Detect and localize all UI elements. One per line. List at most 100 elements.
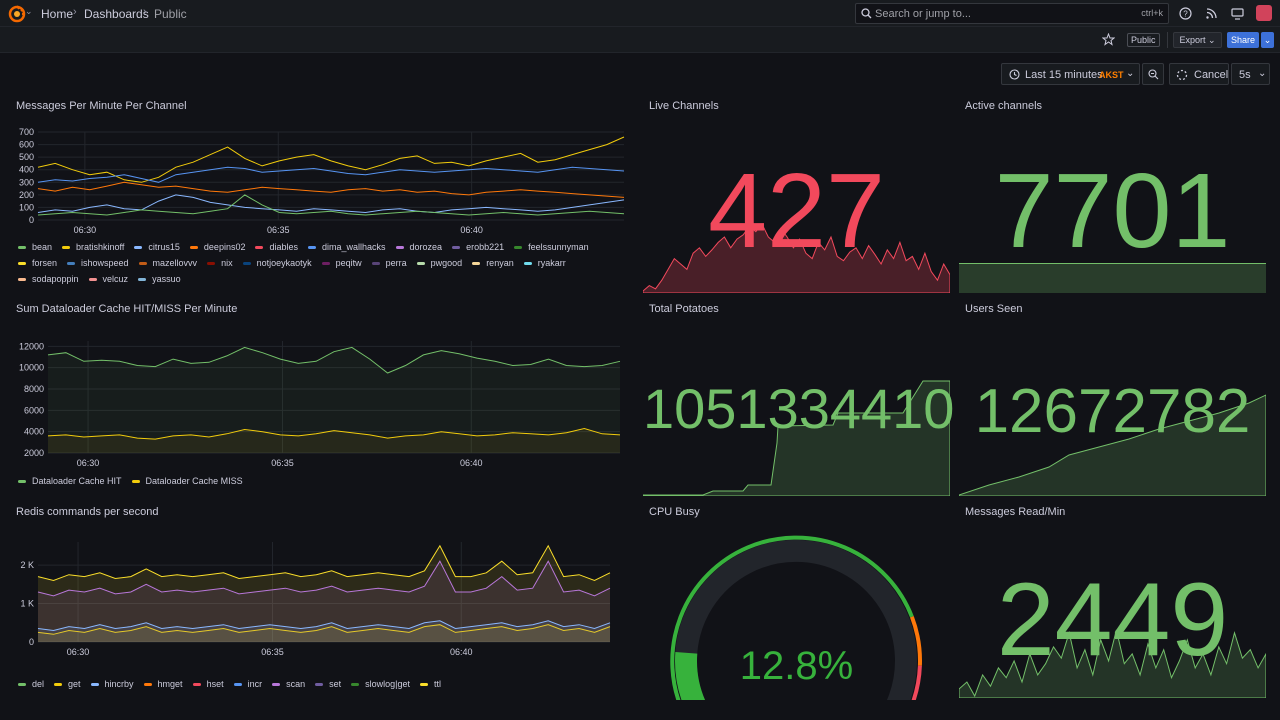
legend-item[interactable]: velcuz — [88, 271, 128, 287]
share-dropdown-button[interactable]: ⌄ — [1261, 32, 1274, 48]
legend-item[interactable]: incr — [233, 676, 263, 692]
legend-item[interactable]: pwgood — [416, 255, 462, 271]
redis-chart[interactable]: 0 1 K 2 K 06:30 06:35 06:40 — [0, 534, 640, 664]
legend-item[interactable]: nix — [207, 255, 233, 271]
sparkline — [959, 263, 1266, 293]
x-tick-label: 06:35 — [261, 647, 284, 657]
x-tick-label: 06:30 — [74, 225, 97, 235]
legend-item[interactable]: diables — [255, 239, 298, 255]
legend-swatch — [54, 683, 63, 687]
legend-label: slowlog|get — [365, 679, 410, 689]
legend-item[interactable]: slowlog|get — [351, 676, 410, 692]
panel-total-potatoes: Total Potatoes 1051334410 — [643, 303, 955, 496]
legend-item[interactable]: hset — [192, 676, 224, 692]
legend-item[interactable]: Dataloader Cache MISS — [131, 473, 243, 489]
legend-item[interactable]: Dataloader Cache HIT — [18, 473, 122, 489]
grafana-logo-icon[interactable] — [8, 5, 26, 23]
legend-item[interactable]: dorozea — [395, 239, 442, 255]
legend-item[interactable]: ryakarr — [523, 255, 566, 271]
star-icon[interactable] — [1102, 33, 1115, 46]
stat-value: 7701 — [994, 152, 1231, 270]
cancel-refresh-button[interactable]: Cancel — [1169, 63, 1229, 85]
legend-item[interactable]: hincrby — [90, 676, 134, 692]
time-range-picker[interactable]: Last 15 minutes AKST ⌄ — [1001, 63, 1140, 85]
legend-item[interactable]: notjoeykaotyk — [242, 255, 312, 271]
search-bar[interactable]: Search or jump to... ctrl+k — [855, 3, 1169, 24]
legend-item[interactable]: forsen — [18, 255, 57, 271]
legend-item[interactable]: feelssunnyman — [514, 239, 589, 255]
series-area — [38, 545, 610, 642]
legend-item[interactable]: ishowspeed — [67, 255, 129, 271]
legend-item[interactable]: dima_wallhacks — [308, 239, 386, 255]
series-line-Dataloader-Cache-HIT[interactable] — [47, 346, 621, 374]
legend-swatch — [189, 246, 198, 250]
legend-item[interactable]: erobb221 — [452, 239, 504, 255]
legend-item[interactable]: ttl — [420, 676, 441, 692]
legend-item[interactable]: hmget — [143, 676, 183, 692]
panel-title: Total Potatoes — [649, 303, 719, 315]
series-line-citrus15[interactable] — [37, 194, 625, 214]
export-button[interactable]: Export ⌄ — [1173, 32, 1222, 48]
chevron-right-icon: › — [73, 6, 77, 18]
panel-title: Redis commands per second — [16, 506, 159, 518]
zoom-out-button[interactable] — [1142, 63, 1164, 85]
legend-label: forsen — [32, 258, 58, 268]
chevron-down-icon: ⌄ — [1207, 35, 1216, 45]
help-icon[interactable]: ? — [1178, 6, 1193, 21]
legend-item[interactable]: set — [315, 676, 341, 692]
breadcrumb-home[interactable]: Home — [41, 7, 74, 21]
y-tick-label: 200 — [19, 190, 34, 200]
legend-label: feelssunnyman — [528, 242, 589, 252]
legend-item[interactable]: peqitw — [321, 255, 362, 271]
rss-icon[interactable] — [1204, 6, 1219, 21]
panel-title: Users Seen — [965, 303, 1023, 315]
messages-per-minute-chart[interactable]: 0 100 200 300 400 500 600 700 06:30 06:35 06:40 — [0, 120, 640, 240]
chevron-down-icon: ⌄ — [1258, 68, 1267, 79]
legend-swatch — [351, 683, 360, 687]
panel-redis: Redis commands per second 0 1 K 2 K 06:30 06… — [0, 506, 640, 700]
chevron-right-icon: › — [143, 6, 147, 18]
legend-item[interactable]: renyan — [472, 255, 514, 271]
legend-swatch — [523, 262, 532, 266]
refresh-interval-picker[interactable]: 5s ⌄ — [1231, 63, 1270, 85]
legend-swatch — [88, 278, 97, 282]
stat-value: 1051334410 — [643, 377, 955, 440]
monitor-icon[interactable] — [1230, 6, 1245, 21]
legend-item[interactable]: bratishkinoff — [62, 239, 124, 255]
legend-label: bean — [32, 242, 53, 252]
share-button[interactable]: Share — [1227, 32, 1259, 48]
cancel-label: Cancel — [1194, 69, 1229, 81]
panel-live-channels: Live Channels 427 — [643, 100, 950, 293]
series-line-get[interactable] — [37, 624, 611, 635]
breadcrumb-dashboards[interactable]: Dashboards — [84, 7, 149, 21]
chart-legend: bean bratishkinoff citrus15 deepins02 diable… — [18, 239, 618, 287]
legend-item[interactable]: mazellovvv — [138, 255, 197, 271]
chevron-down-icon[interactable]: ⌄ — [25, 6, 33, 16]
legend-item[interactable]: scan — [272, 676, 305, 692]
legend-swatch — [18, 480, 26, 484]
series-line-Dataloader-Cache-MISS[interactable] — [47, 427, 621, 440]
legend-item[interactable]: citrus15 — [134, 239, 180, 255]
legend-item[interactable]: deepins02 — [189, 239, 245, 255]
y-tick-label: 600 — [19, 140, 34, 150]
series-line-ttl[interactable] — [37, 544, 611, 582]
user-avatar[interactable] — [1256, 5, 1272, 21]
legend-item[interactable]: del — [18, 676, 44, 692]
series-line-deepins02[interactable] — [37, 181, 625, 198]
legend-label: incr — [247, 679, 263, 689]
series-line-bean[interactable] — [37, 194, 625, 216]
y-tick-label: 0 — [29, 637, 34, 647]
legend-item[interactable]: yassuo — [138, 271, 181, 287]
legend-item[interactable]: sodapoppin — [18, 271, 79, 287]
series-line-hincrby[interactable] — [37, 620, 611, 632]
series-line-bratishkinoff[interactable] — [37, 136, 625, 183]
legend-swatch — [514, 246, 523, 250]
legend-label: Dataloader Cache MISS — [145, 476, 243, 486]
time-range-label: Last 15 minutes — [1025, 69, 1103, 81]
legend-item[interactable]: perra — [371, 255, 407, 271]
legend-item[interactable]: bean — [18, 239, 52, 255]
series-line-scan[interactable] — [37, 560, 611, 597]
legend-item[interactable]: get — [54, 676, 81, 692]
dataloader-chart[interactable]: 2000 4000 6000 8000 10000 12000 06:30 06:35 06:4… — [0, 331, 640, 473]
series-line-dima-wallhacks[interactable] — [37, 166, 625, 183]
